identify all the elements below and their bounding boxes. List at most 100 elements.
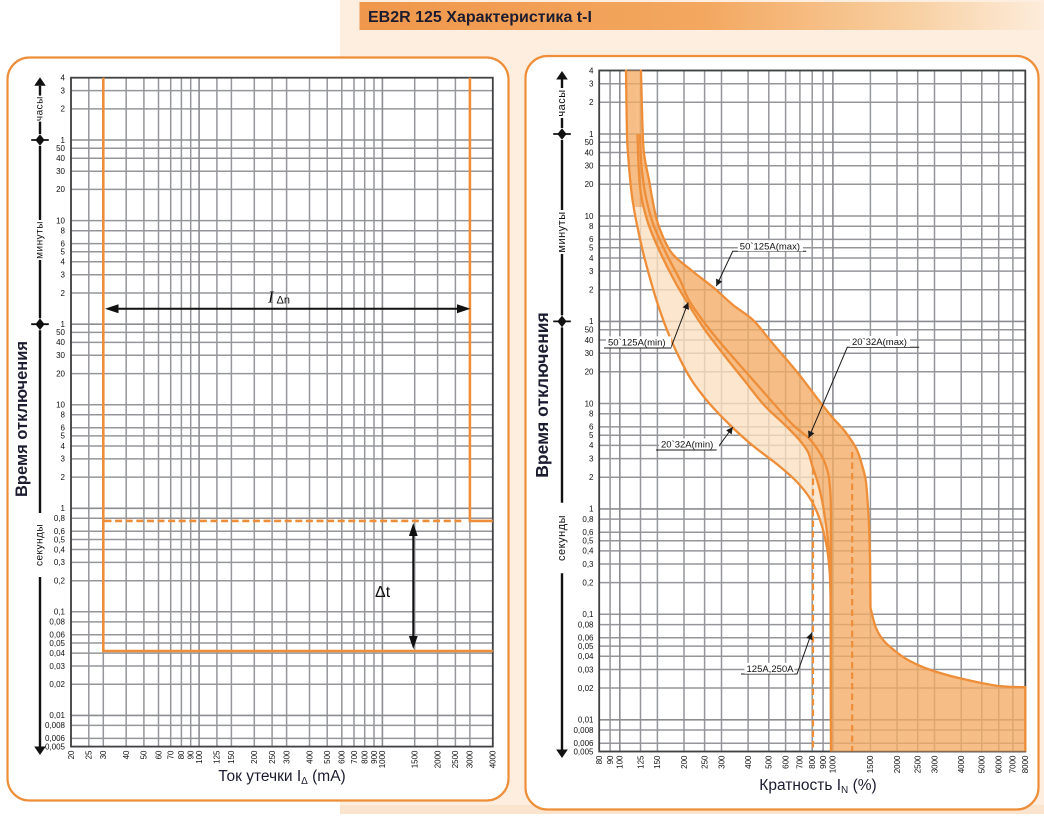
svg-text:0,04: 0,04 (49, 649, 65, 658)
svg-text:1000: 1000 (378, 750, 387, 768)
svg-text:500: 500 (765, 755, 774, 769)
svg-text:2: 2 (61, 289, 66, 298)
svg-text:0,05: 0,05 (49, 639, 65, 648)
svg-text:50: 50 (585, 326, 594, 335)
svg-text:4000: 4000 (957, 755, 966, 773)
svg-text:20: 20 (56, 369, 65, 378)
svg-text:20`32A(min): 20`32A(min) (661, 440, 713, 451)
svg-text:7000: 7000 (1009, 755, 1018, 773)
svg-text:3: 3 (61, 455, 66, 464)
svg-text:1500: 1500 (866, 755, 875, 773)
svg-text:900: 900 (819, 755, 828, 769)
svg-text:10: 10 (56, 401, 65, 410)
svg-text:часы: часы (556, 89, 568, 116)
svg-text:50: 50 (56, 328, 65, 337)
svg-text:0,03: 0,03 (578, 665, 594, 674)
svg-text:0,02: 0,02 (49, 680, 65, 689)
svg-text:600: 600 (338, 750, 347, 764)
svg-text:40: 40 (56, 154, 65, 163)
svg-text:3: 3 (589, 80, 594, 89)
svg-text:700: 700 (350, 750, 359, 764)
svg-text:40: 40 (585, 336, 594, 345)
svg-text:0,01: 0,01 (578, 716, 594, 725)
svg-text:30: 30 (56, 167, 65, 176)
svg-text:0,008: 0,008 (45, 721, 66, 730)
svg-text:400: 400 (305, 750, 314, 764)
svg-text:40: 40 (585, 148, 594, 157)
svg-text:4: 4 (61, 258, 66, 267)
svg-text:4: 4 (589, 66, 594, 75)
svg-text:0,01: 0,01 (49, 711, 65, 720)
svg-text:50: 50 (56, 144, 65, 153)
svg-text:0,08: 0,08 (578, 620, 594, 629)
svg-text:0,4: 0,4 (54, 545, 66, 554)
svg-text:4000: 4000 (489, 750, 498, 768)
svg-text:Время отключения: Время отключения (532, 312, 552, 477)
svg-text:Кратность IN (%): Кратность IN (%) (759, 777, 876, 796)
svg-text:1: 1 (61, 504, 66, 513)
svg-text:50: 50 (585, 138, 594, 147)
svg-text:2: 2 (61, 473, 66, 482)
svg-text:0,8: 0,8 (582, 515, 594, 524)
svg-text:250: 250 (268, 750, 277, 764)
svg-text:секунды: секунды (35, 524, 46, 566)
svg-text:0,4: 0,4 (582, 547, 594, 556)
svg-text:800: 800 (361, 750, 370, 764)
svg-text:1: 1 (589, 505, 594, 514)
svg-text:0,1: 0,1 (582, 610, 594, 619)
svg-text:125: 125 (636, 755, 645, 769)
svg-text:EB2R 125 Характеристика t-I: EB2R 125 Характеристика t-I (368, 9, 592, 26)
svg-text:2: 2 (61, 105, 66, 114)
svg-text:3: 3 (61, 86, 66, 95)
svg-text:0,008: 0,008 (573, 726, 594, 735)
svg-text:3000: 3000 (466, 750, 475, 768)
svg-text:50`125A(max): 50`125A(max) (740, 241, 800, 252)
svg-text:0,005: 0,005 (573, 747, 594, 756)
svg-text:20: 20 (56, 185, 65, 194)
svg-text:300: 300 (717, 755, 726, 769)
svg-text:90: 90 (606, 755, 615, 764)
svg-text:8: 8 (589, 410, 594, 419)
svg-text:Δn: Δn (277, 295, 290, 307)
svg-text:2000: 2000 (433, 750, 442, 768)
svg-text:0,005: 0,005 (45, 742, 66, 751)
svg-text:3000: 3000 (930, 755, 939, 773)
svg-text:300: 300 (282, 750, 291, 764)
svg-text:0,8: 0,8 (54, 514, 66, 523)
svg-text:6000: 6000 (995, 755, 1004, 773)
svg-text:50`125A(min): 50`125A(min) (608, 337, 666, 348)
svg-text:40: 40 (56, 338, 65, 347)
svg-text:минуты: минуты (35, 221, 46, 259)
svg-text:0,3: 0,3 (54, 558, 66, 567)
svg-text:5: 5 (61, 248, 66, 257)
svg-text:2500: 2500 (914, 755, 923, 773)
svg-text:100: 100 (616, 755, 625, 769)
svg-text:20: 20 (585, 180, 594, 189)
svg-text:500: 500 (323, 750, 332, 764)
svg-text:4: 4 (61, 74, 66, 83)
svg-text:0,08: 0,08 (49, 618, 65, 627)
svg-text:0,2: 0,2 (54, 577, 66, 586)
svg-text:минуты: минуты (556, 211, 568, 252)
svg-text:4: 4 (61, 442, 66, 451)
svg-text:5000: 5000 (978, 755, 987, 773)
svg-text:8000: 8000 (1021, 755, 1030, 773)
svg-text:600: 600 (781, 755, 790, 769)
svg-text:250: 250 (700, 755, 709, 769)
svg-text:часы: часы (35, 96, 46, 121)
svg-text:60: 60 (154, 750, 163, 759)
svg-text:8: 8 (61, 227, 66, 236)
svg-text:200: 200 (680, 755, 689, 769)
svg-text:3: 3 (61, 271, 66, 280)
svg-text:3: 3 (589, 267, 594, 276)
svg-text:5: 5 (589, 431, 594, 440)
svg-text:0,3: 0,3 (582, 560, 594, 569)
svg-text:30: 30 (585, 162, 594, 171)
svg-text:8: 8 (589, 222, 594, 231)
svg-text:30: 30 (56, 351, 65, 360)
svg-text:70: 70 (167, 750, 176, 759)
svg-text:100: 100 (195, 750, 204, 764)
svg-text:80: 80 (177, 750, 186, 759)
svg-text:2: 2 (589, 473, 594, 482)
svg-text:Время отключения: Время отключения (13, 341, 31, 497)
